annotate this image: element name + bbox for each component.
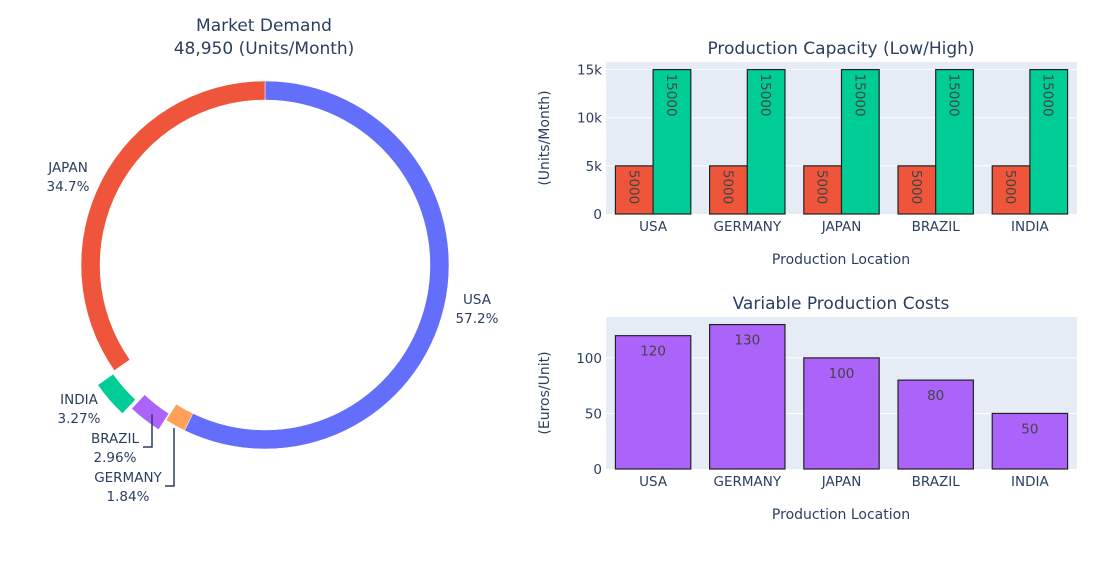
pie-label-india: INDIA: [60, 392, 98, 408]
x-tick-label: GERMANY: [713, 474, 781, 490]
y-tick-label: 0: [593, 207, 602, 223]
bar-india-cost[interactable]: [991, 412, 1069, 470]
bar-brazil-low[interactable]: [897, 165, 937, 215]
bar-value-label: 5000: [719, 170, 735, 204]
bar-value-label: 5000: [625, 170, 641, 204]
bar-value-label: 5000: [1002, 170, 1018, 204]
pie-subtitle: 48,950 (Units/Month): [174, 39, 355, 59]
bar-value-label: 130: [734, 333, 760, 349]
x-tick-label: USA: [639, 219, 668, 235]
x-tick-label: BRAZIL: [912, 474, 961, 490]
costs-bar-chart: 120 130 100 80 50 0 50 100 USA GERMANY JAPAN BRAZI…: [537, 294, 1077, 523]
x-tick-label: JAPAN: [821, 474, 862, 490]
capacity-x-axis-title: Production Location: [772, 252, 910, 268]
y-tick-label: 10k: [577, 111, 602, 127]
pie-label-japan: JAPAN: [47, 160, 88, 176]
pie-label-germany: GERMANY: [94, 470, 162, 486]
pie-percent-japan: 34.7%: [47, 179, 90, 195]
bar-usa-low[interactable]: [614, 165, 654, 215]
pie-label-usa: USA: [463, 292, 492, 308]
costs-y-axis-title: (Euros/Unit): [537, 351, 553, 434]
bar-value-label: 100: [829, 366, 855, 382]
bar-value-label: 15000: [663, 74, 679, 117]
pie-percent-india: 3.27%: [58, 411, 101, 427]
bar-value-label: 15000: [1040, 74, 1056, 117]
bar-value-label: 50: [1021, 421, 1038, 437]
pie-percent-brazil: 2.96%: [94, 450, 137, 466]
x-tick-label: INDIA: [1011, 219, 1049, 235]
pie-slice-india[interactable]: [97, 373, 136, 414]
costs-x-axis-title: Production Location: [772, 507, 910, 523]
y-tick-label: 50: [585, 406, 602, 422]
x-tick-label: BRAZIL: [912, 219, 961, 235]
pie-title: Market Demand: [196, 16, 332, 36]
bar-value-label: 80: [927, 388, 944, 404]
y-tick-label: 100: [576, 351, 602, 367]
bar-value-label: 15000: [851, 74, 867, 117]
bar-germany-high[interactable]: [746, 68, 786, 215]
bar-usa-cost[interactable]: [614, 335, 692, 470]
bar-india-high[interactable]: [1029, 68, 1069, 215]
pie-slice-usa[interactable]: [184, 80, 450, 450]
capacity-chart-title: Production Capacity (Low/High): [707, 39, 974, 59]
leader-line-brazil: [143, 414, 153, 448]
bar-japan-high[interactable]: [840, 68, 880, 215]
bar-value-label: 15000: [757, 74, 773, 117]
pie-percent-usa: 57.2%: [456, 311, 499, 327]
bar-value-label: 5000: [814, 170, 830, 204]
x-tick-label: GERMANY: [713, 219, 781, 235]
y-tick-label: 5k: [586, 159, 603, 175]
pie-slice-germany[interactable]: [165, 403, 194, 431]
y-tick-label: 15k: [577, 63, 602, 79]
leader-line-germany: [165, 428, 175, 487]
bar-japan-cost[interactable]: [803, 357, 880, 470]
x-tick-label: USA: [639, 474, 668, 490]
bar-india-low[interactable]: [991, 165, 1031, 215]
pie-slice-japan[interactable]: [80, 80, 266, 371]
bar-value-label: 120: [640, 344, 666, 360]
x-tick-label: INDIA: [1011, 474, 1049, 490]
bar-germany-cost[interactable]: [709, 323, 786, 470]
pie-slice-brazil[interactable]: [131, 394, 170, 430]
bar-value-label: 15000: [946, 74, 962, 117]
pie-label-brazil: BRAZIL: [91, 431, 140, 447]
pie-percent-germany: 1.84%: [107, 489, 150, 505]
y-tick-label: 0: [593, 462, 602, 478]
capacity-bar-chart: 5000 15000 5000 15000 5000 15000 5000 15000 5000…: [537, 39, 1077, 268]
costs-chart-title: Variable Production Costs: [733, 294, 950, 314]
pie-chart: Market Demand 48,950 (Units/Month) USA 57…: [47, 16, 499, 505]
bar-value-label: 5000: [908, 170, 924, 204]
bar-brazil-cost[interactable]: [897, 379, 974, 470]
bar-usa-high[interactable]: [652, 68, 692, 215]
bar-brazil-high[interactable]: [935, 68, 974, 215]
capacity-y-axis-title: (Units/Month): [537, 90, 553, 185]
x-tick-label: JAPAN: [821, 219, 862, 235]
